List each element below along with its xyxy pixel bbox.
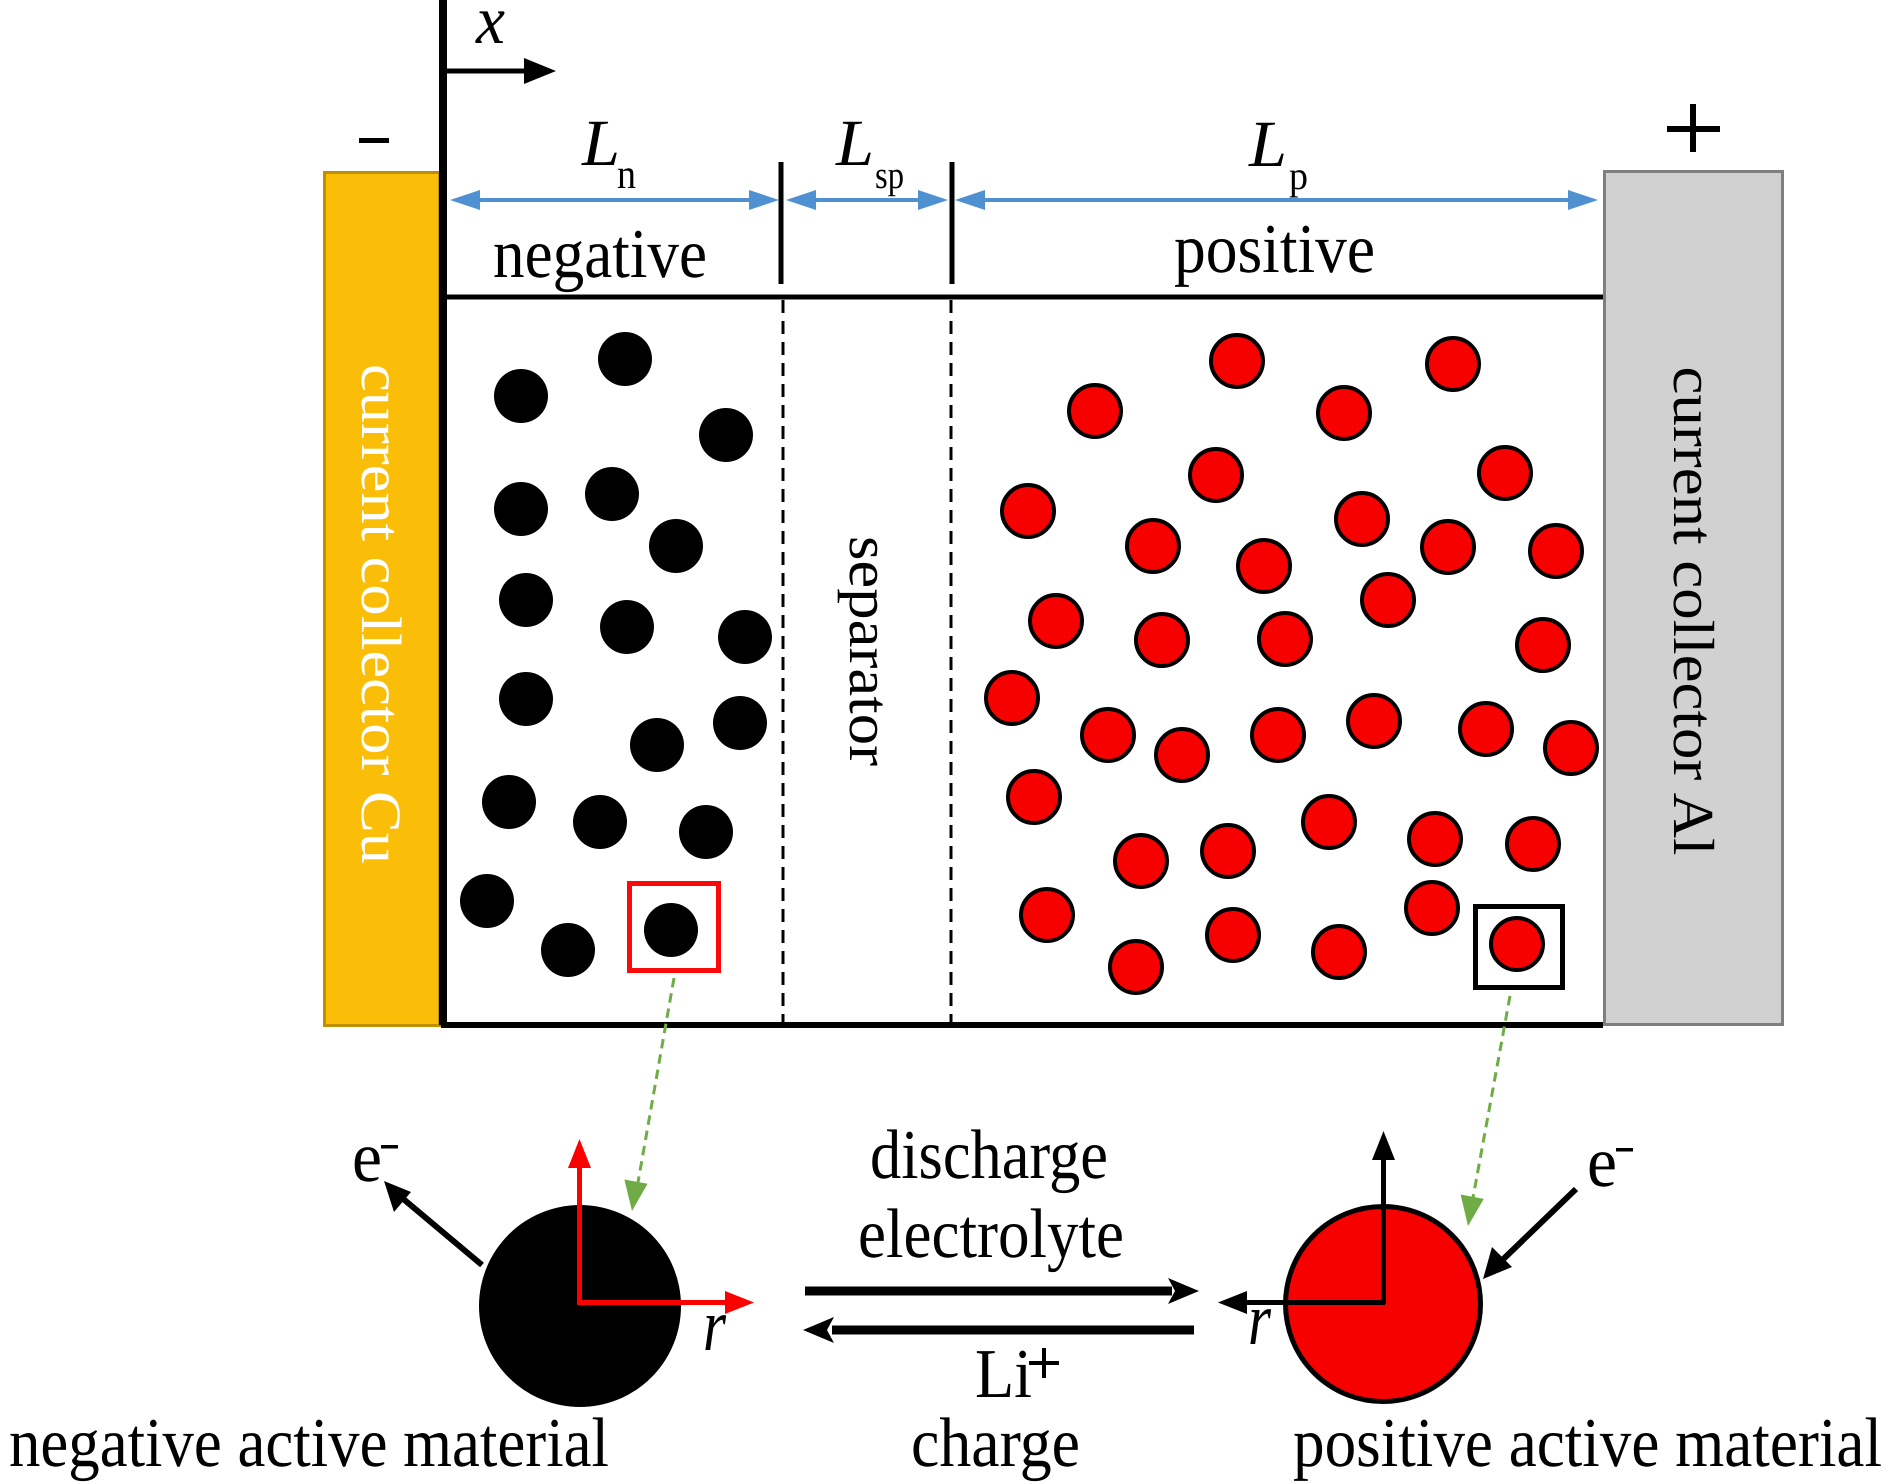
svg-text:L: L: [1248, 108, 1287, 181]
svg-text:current collector Cu: current collector Cu: [349, 364, 412, 864]
svg-text:L: L: [581, 107, 620, 180]
svg-text:n: n: [617, 152, 636, 198]
svg-text:L: L: [835, 107, 874, 180]
svg-text:sp: sp: [875, 154, 904, 197]
svg-text:negative: negative: [493, 216, 707, 293]
svg-text:positive active material: positive active material: [1293, 1405, 1882, 1482]
svg-text:e: e: [1587, 1122, 1617, 1202]
svg-text:discharge: discharge: [870, 1117, 1108, 1194]
svg-text:x: x: [475, 0, 505, 58]
svg-text:current collector Al: current collector Al: [1661, 367, 1725, 856]
svg-text:r: r: [703, 1285, 727, 1367]
svg-text:p: p: [1289, 153, 1308, 198]
svg-text:electrolyte: electrolyte: [858, 1196, 1124, 1273]
svg-text:separator: separator: [837, 536, 901, 766]
svg-text:positive: positive: [1174, 211, 1375, 288]
svg-text:Li: Li: [975, 1336, 1032, 1413]
svg-text:charge: charge: [911, 1405, 1080, 1482]
svg-text:r: r: [1248, 1279, 1272, 1361]
svg-text:negative active material: negative active material: [9, 1405, 609, 1482]
svg-text:e: e: [352, 1117, 382, 1197]
